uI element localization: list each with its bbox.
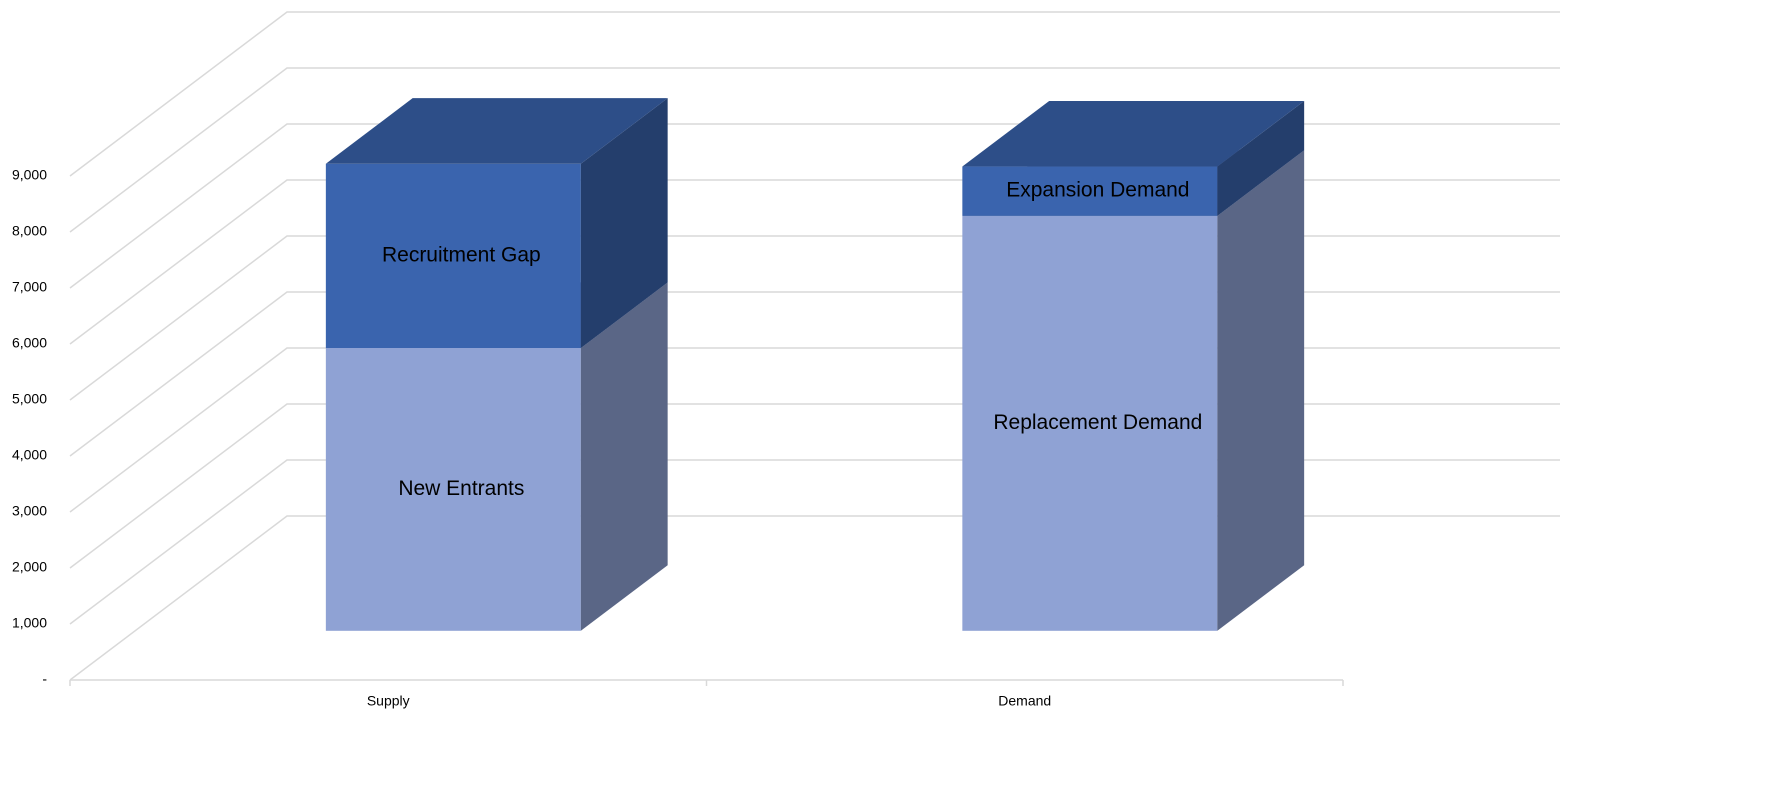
grid-line bbox=[69, 291, 1560, 457]
y-tick-label: 5,000 bbox=[12, 391, 47, 407]
y-tick-label: 6,000 bbox=[12, 335, 47, 351]
x-tick-label: Supply bbox=[367, 693, 410, 709]
grid-line bbox=[69, 403, 1560, 569]
bar-side bbox=[1217, 150, 1305, 631]
data-label: New Entrants bbox=[398, 477, 524, 500]
y-tick-label: - bbox=[42, 671, 47, 687]
bar-front bbox=[962, 215, 1218, 631]
y-tick-label: 1,000 bbox=[12, 615, 47, 631]
grid-line bbox=[69, 459, 1560, 625]
bar-side bbox=[580, 282, 668, 631]
y-tick-label: 3,000 bbox=[12, 503, 47, 519]
grid-line bbox=[69, 235, 1560, 401]
bar-side bbox=[580, 98, 668, 348]
grid-line bbox=[69, 123, 1560, 289]
grid-line bbox=[69, 11, 1560, 177]
y-tick-label: 8,000 bbox=[12, 223, 47, 239]
bar-side bbox=[1217, 100, 1305, 216]
y-tick-label: 7,000 bbox=[12, 279, 47, 295]
x-tick-label: Demand bbox=[998, 693, 1051, 709]
bar-top bbox=[325, 98, 668, 164]
y-tick-label: 2,000 bbox=[12, 559, 47, 575]
bar-front bbox=[325, 163, 581, 348]
data-label: Replacement Demand bbox=[993, 411, 1202, 434]
grid-line bbox=[69, 347, 1560, 513]
bar-front bbox=[325, 348, 581, 631]
bar-front bbox=[962, 166, 1218, 216]
y-tick-label: 9,000 bbox=[12, 167, 47, 183]
y-tick-label: 4,000 bbox=[12, 447, 47, 463]
data-label: Expansion Demand bbox=[1006, 179, 1189, 202]
bar-top bbox=[962, 100, 1305, 167]
data-label: Recruitment Gap bbox=[382, 243, 541, 266]
grid-line bbox=[69, 67, 1560, 233]
grid-line bbox=[69, 515, 1560, 681]
grid-line bbox=[69, 179, 1560, 345]
